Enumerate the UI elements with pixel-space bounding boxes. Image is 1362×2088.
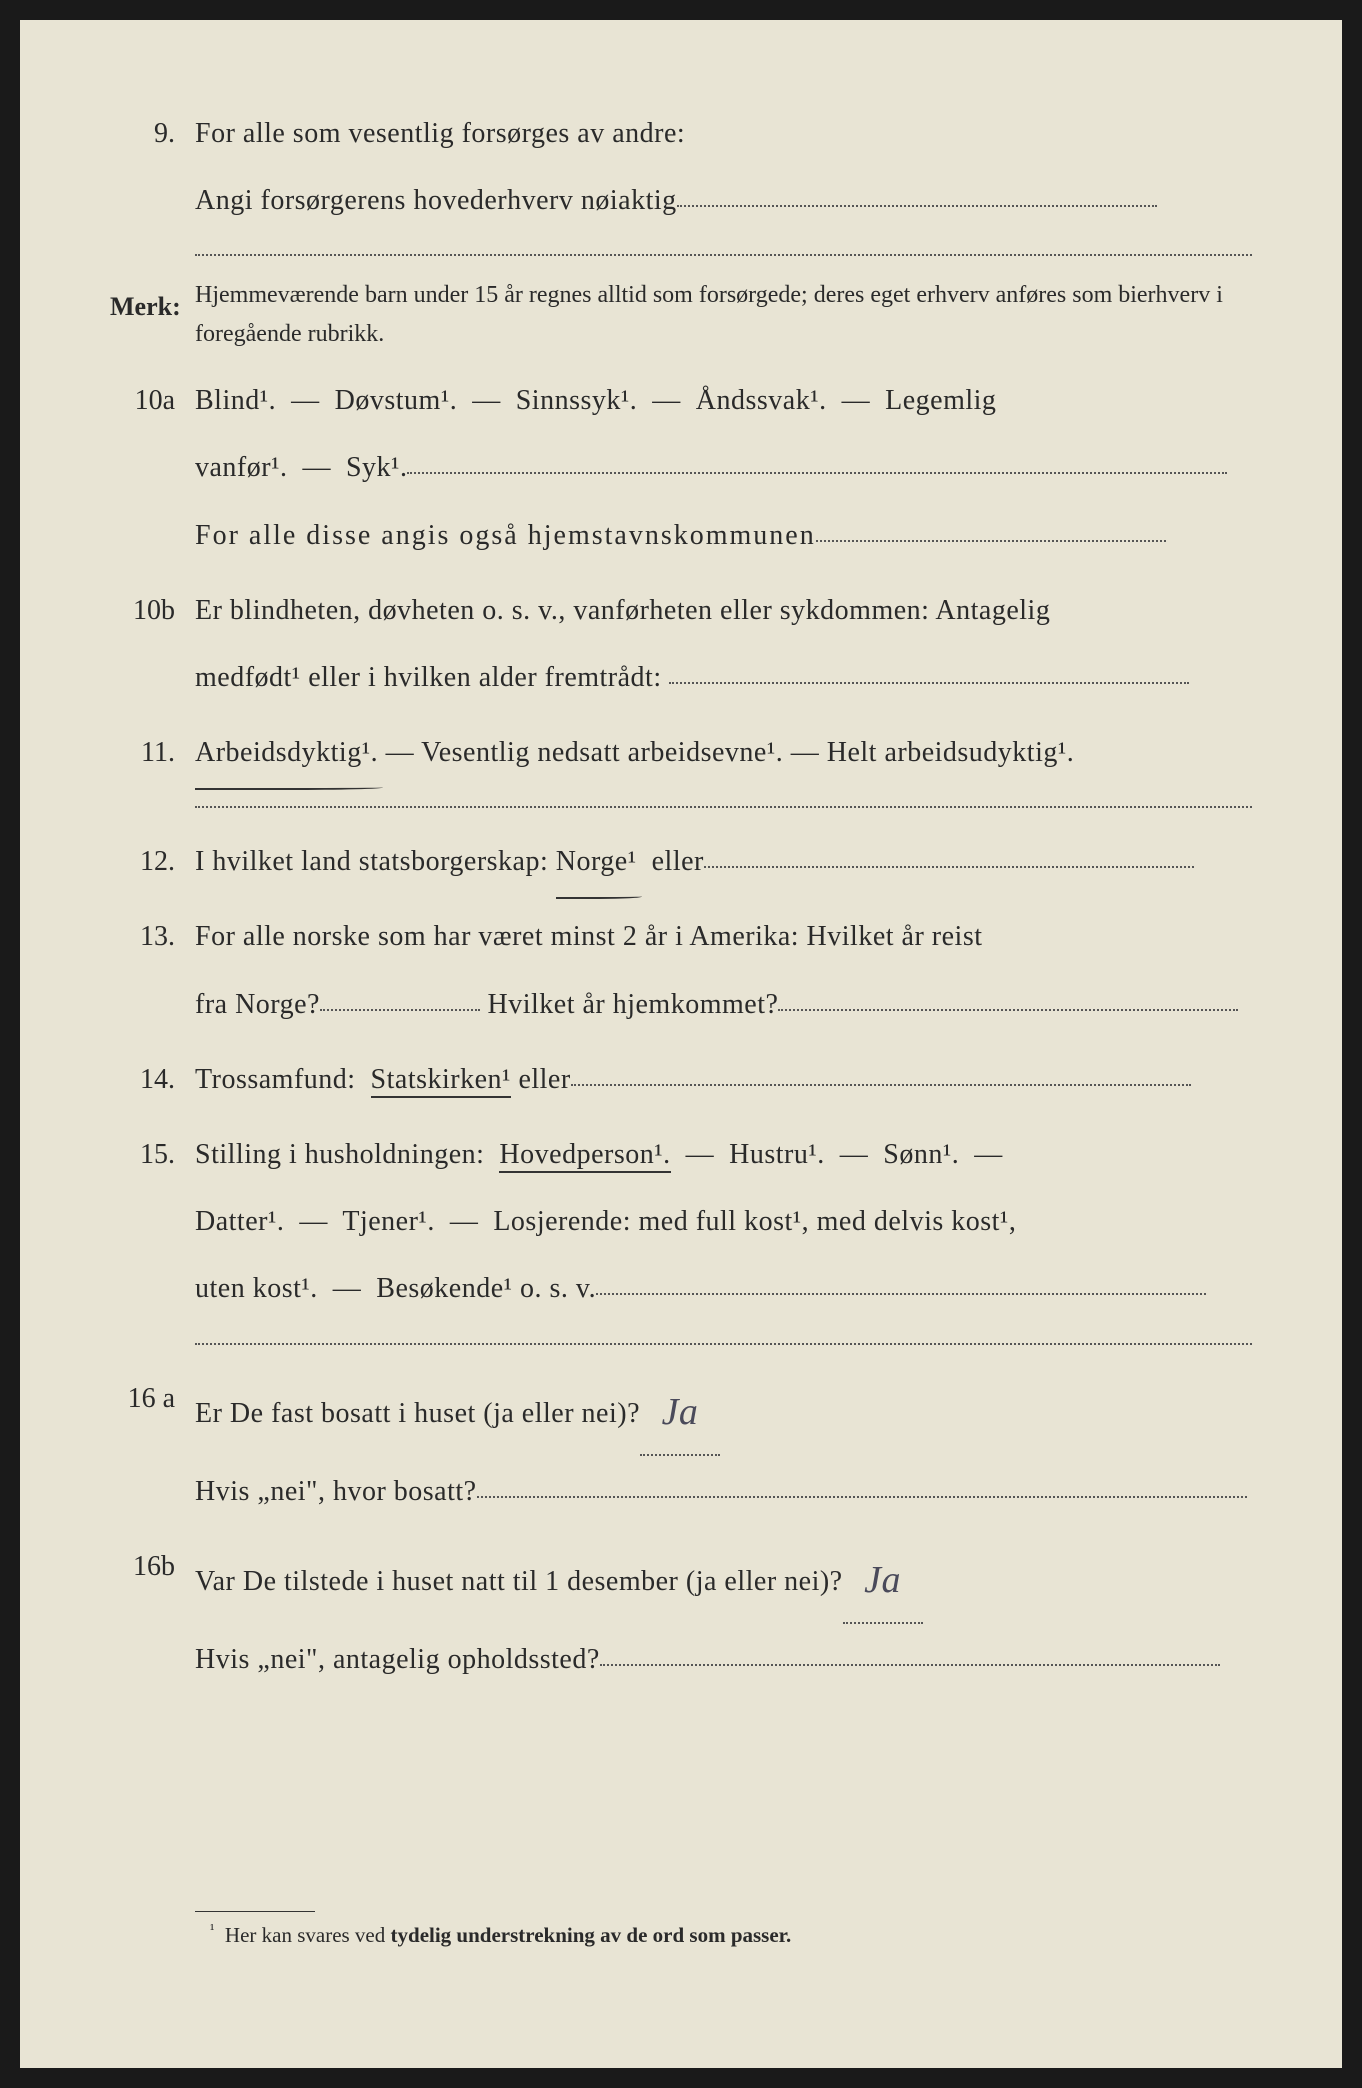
q10b-fill-line — [669, 682, 1189, 684]
question-14: 14. Trossamfund: Statskirken¹ eller — [110, 1046, 1252, 1113]
q10b-line1: Er blindheten, døvheten o. s. v., vanfør… — [195, 595, 1050, 626]
q15-opt1: Hovedperson¹. — [499, 1139, 670, 1173]
q13-line2b: Hvilket år hjemkommet? — [487, 989, 778, 1020]
q11-opt3: Helt arbeidsudyktig¹. — [827, 737, 1075, 768]
footnote-marker: ¹ — [210, 1922, 214, 1938]
footnote-text1: Her kan svares ved — [225, 1923, 391, 1947]
q10a-opt3: Sinnssyk¹. — [516, 385, 638, 416]
q9-line1: For alle som vesentlig forsørges av andr… — [195, 118, 685, 149]
q16b-answer-line: Ja — [843, 1531, 923, 1624]
q10b-number: 10b — [110, 577, 195, 711]
q15-fill-line — [596, 1293, 1206, 1295]
q16b-number: 16b — [110, 1533, 195, 1693]
q16a-text2: Hvis „nei", hvor bosatt? — [195, 1476, 477, 1507]
q16b-fill-line — [600, 1664, 1220, 1666]
q15-opt6: Besøkende¹ o. s. v. — [376, 1273, 596, 1304]
question-10a: 10a Blind¹. — Døvstum¹. — Sinnssyk¹. — Å… — [110, 367, 1252, 569]
q16a-answer-line: Ja — [640, 1363, 720, 1456]
question-9: 9. For alle som vesentlig forsørges av a… — [110, 100, 1252, 234]
q16b-answer: Ja — [864, 1559, 901, 1601]
q13-number: 13. — [110, 903, 195, 1037]
q15-text2: Losjerende: med full kost¹, med delvis k… — [493, 1206, 1016, 1237]
question-12: 12. I hvilket land statsborgerskap: Norg… — [110, 828, 1252, 895]
q13-fill-line1 — [320, 1009, 480, 1011]
q13-content: For alle norske som har været minst 2 år… — [195, 903, 1252, 1037]
footnote-bold: tydelig understrekning av de ord som pas… — [391, 1923, 792, 1947]
divider-2 — [195, 806, 1252, 808]
q15-number: 15. — [110, 1121, 195, 1323]
footnote-text: ¹ Her kan svares ved tydelig understrekn… — [210, 1922, 1252, 1948]
footnote-rule — [195, 1911, 315, 1912]
q14-opt1: Statskirken¹ — [371, 1064, 511, 1098]
q9-content: For alle som vesentlig forsørges av andr… — [195, 100, 1252, 234]
question-16a: 16 a Er De fast bosatt i huset (ja eller… — [110, 1365, 1252, 1525]
q11-opt1: Arbeidsdyktig¹. — [195, 719, 378, 786]
q10a-opt2: Døvstum¹. — [335, 385, 458, 416]
q16b-text1: Var De tilstede i huset natt til 1 desem… — [195, 1566, 843, 1597]
question-16b: 16b Var De tilstede i huset natt til 1 d… — [110, 1533, 1252, 1693]
q14-text2: eller — [518, 1064, 570, 1095]
q14-fill-line — [571, 1084, 1191, 1086]
q12-content: I hvilket land statsborgerskap: Norge¹ e… — [195, 828, 1252, 895]
q15-text3: uten kost¹. — [195, 1273, 318, 1304]
question-10b: 10b Er blindheten, døvheten o. s. v., va… — [110, 577, 1252, 711]
q16a-text1: Er De fast bosatt i huset (ja eller nei)… — [195, 1398, 640, 1429]
q16b-text2: Hvis „nei", antagelig opholdssted? — [195, 1644, 600, 1675]
q10b-content: Er blindheten, døvheten o. s. v., vanfør… — [195, 577, 1252, 711]
footnote-area: ¹ Her kan svares ved tydelig understrekn… — [110, 1831, 1252, 1948]
question-11: 11. Arbeidsdyktig¹. — Vesentlig nedsatt … — [110, 719, 1252, 786]
q10a-opt4: Åndssvak¹. — [696, 385, 827, 416]
q9-line2: Angi forsørgerens hovederhverv nøiaktig — [195, 185, 677, 216]
q11-content: Arbeidsdyktig¹. — Vesentlig nedsatt arbe… — [195, 719, 1252, 786]
q11-opt2: Vesentlig nedsatt arbeidsevne¹. — [421, 737, 783, 768]
merk-text: Hjemmeværende barn under 15 år regnes al… — [195, 276, 1252, 353]
q10a-content: Blind¹. — Døvstum¹. — Sinnssyk¹. — Åndss… — [195, 367, 1252, 569]
q10a-opt7: Syk¹. — [346, 452, 407, 483]
q12-fill-line — [704, 866, 1194, 868]
q15-text1: Stilling i husholdningen: — [195, 1139, 484, 1170]
q16a-answer: Ja — [662, 1391, 699, 1433]
q14-text1: Trossamfund: — [195, 1064, 356, 1095]
q10a-fill-line2 — [816, 540, 1166, 542]
divider-1 — [195, 254, 1252, 256]
q14-content: Trossamfund: Statskirken¹ eller — [195, 1046, 1252, 1113]
merk-note: Merk: Hjemmeværende barn under 15 år reg… — [110, 276, 1252, 353]
question-13: 13. For alle norske som har været minst … — [110, 903, 1252, 1037]
merk-label: Merk: — [110, 276, 195, 353]
q15-opt5: Tjener¹. — [342, 1206, 434, 1237]
q16a-number: 16 a — [110, 1365, 195, 1525]
q9-number: 9. — [110, 100, 195, 234]
question-15: 15. Stilling i husholdningen: Hovedperso… — [110, 1121, 1252, 1323]
q10b-line2a: medfødt¹ eller i hvilken alder fremtrådt… — [195, 662, 662, 693]
q16a-fill-line — [477, 1496, 1247, 1498]
q13-line2a: fra Norge? — [195, 989, 320, 1020]
q12-text2: eller — [652, 846, 704, 877]
q10a-line3: For alle disse angis også hjemstavnskomm… — [195, 520, 816, 551]
q10a-number: 10a — [110, 367, 195, 569]
q13-fill-line2 — [778, 1009, 1238, 1011]
q15-opt4: Datter¹. — [195, 1206, 284, 1237]
q10a-opt5: Legemlig — [885, 385, 996, 416]
q15-content: Stilling i husholdningen: Hovedperson¹. … — [195, 1121, 1252, 1323]
q12-text1: I hvilket land statsborgerskap: — [195, 846, 548, 877]
q11-number: 11. — [110, 719, 195, 786]
q15-opt3: Sønn¹. — [883, 1139, 959, 1170]
q16b-content: Var De tilstede i huset natt til 1 desem… — [195, 1533, 1252, 1693]
q9-fill-line — [677, 205, 1157, 207]
q12-number: 12. — [110, 828, 195, 895]
q14-number: 14. — [110, 1046, 195, 1113]
q10a-fill-line1 — [407, 472, 1227, 474]
q10a-opt6: vanfør¹. — [195, 452, 287, 483]
census-form-page: 9. For alle som vesentlig forsørges av a… — [20, 20, 1342, 2068]
divider-3 — [195, 1343, 1252, 1345]
q10a-opt1: Blind¹. — [195, 385, 276, 416]
q16a-content: Er De fast bosatt i huset (ja eller nei)… — [195, 1365, 1252, 1525]
q12-opt1: Norge¹ — [556, 828, 637, 895]
q13-line1: For alle norske som har været minst 2 år… — [195, 921, 983, 952]
q15-opt2: Hustru¹. — [729, 1139, 825, 1170]
